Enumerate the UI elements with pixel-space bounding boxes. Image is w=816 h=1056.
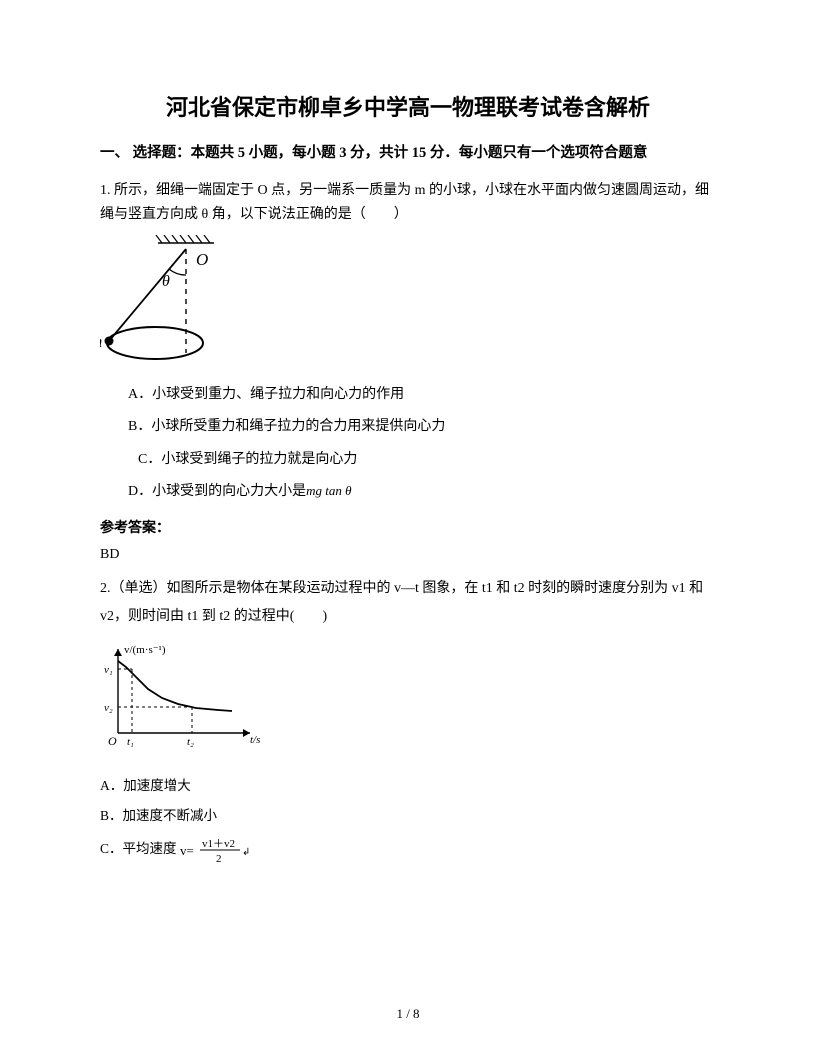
- tick-t2: t₂: [187, 736, 194, 748]
- svg-text:v1＋v2: v1＋v2: [202, 838, 235, 850]
- label-theta: θ: [162, 273, 170, 290]
- q2-opt-C-formula: v= v1＋v2 2 ↲: [180, 835, 250, 865]
- q1-opt-D-formula: mg tan θ: [306, 481, 351, 502]
- q1-figure: O θ m: [100, 235, 716, 370]
- q1-opt-D: D．小球受到的向心力大小是mg tan θ: [128, 481, 716, 503]
- page-title: 河北省保定市柳卓乡中学高一物理联考试卷含解析: [100, 90, 716, 122]
- q1-opt-B: B．小球所受重力和绳子拉力的合力用来提供向心力: [128, 416, 716, 438]
- page-number: 1 / 8: [0, 1006, 816, 1022]
- q2-figure: v/(m·s⁻¹) t/s v₁ v₂ O t₁ t₂: [100, 641, 716, 761]
- q1-opt-D-prefix: D．小球受到的向心力大小是: [128, 484, 306, 499]
- q1-answer-label: 参考答案：: [100, 517, 716, 537]
- vt-ylabel: v/(m·s⁻¹): [124, 644, 166, 656]
- vt-graph-svg: v/(m·s⁻¹) t/s v₁ v₂ O t₁ t₂: [100, 641, 270, 756]
- q1-options: A．小球受到重力、绳子拉力和向心力的作用 B．小球所受重力和绳子拉力的合力用来提…: [128, 384, 716, 504]
- conical-pendulum-svg: O θ m: [100, 235, 230, 365]
- tick-v1: v₁: [104, 664, 113, 676]
- label-O: O: [196, 250, 208, 269]
- vt-xlabel: t/s: [250, 734, 260, 746]
- q2-opt-C: C．平均速度 v= v1＋v2 2 ↲: [100, 835, 716, 865]
- q2-options: A．加速度增大 B．加速度不断减小 C．平均速度 v= v1＋v2 2 ↲: [100, 775, 716, 864]
- section-1-heading: 一、 选择题：本题共 5 小题，每小题 3 分，共计 15 分．每小题只有一个选…: [100, 142, 716, 165]
- q1-opt-A: A．小球受到重力、绳子拉力和向心力的作用: [128, 384, 716, 406]
- tick-v2: v₂: [104, 702, 113, 714]
- tick-O: O: [108, 734, 117, 748]
- label-m: m: [100, 332, 102, 351]
- svg-text:2: 2: [216, 853, 222, 865]
- q1-opt-C: C．小球受到绳子的拉力就是向心力: [138, 449, 716, 471]
- svg-text:v=: v=: [180, 843, 194, 858]
- q2-opt-A: A．加速度增大: [100, 775, 716, 797]
- q2-opt-B: B．加速度不断减小: [100, 805, 716, 827]
- q1-stem: 1. 所示，细绳一端固定于 O 点，另一端系一质量为 m 的小球，小球在水平面内…: [100, 179, 716, 227]
- svg-text:↲: ↲: [242, 847, 250, 858]
- tick-t1: t₁: [127, 736, 134, 748]
- exam-page: 河北省保定市柳卓乡中学高一物理联考试卷含解析 一、 选择题：本题共 5 小题，每…: [0, 0, 816, 1056]
- q2-stem: 2.（单选）如图所示是物体在某段运动过程中的 v—t 图象，在 t1 和 t2 …: [100, 575, 716, 631]
- q2-opt-C-prefix: C．平均速度: [100, 841, 177, 856]
- q1-answer: BD: [100, 547, 716, 563]
